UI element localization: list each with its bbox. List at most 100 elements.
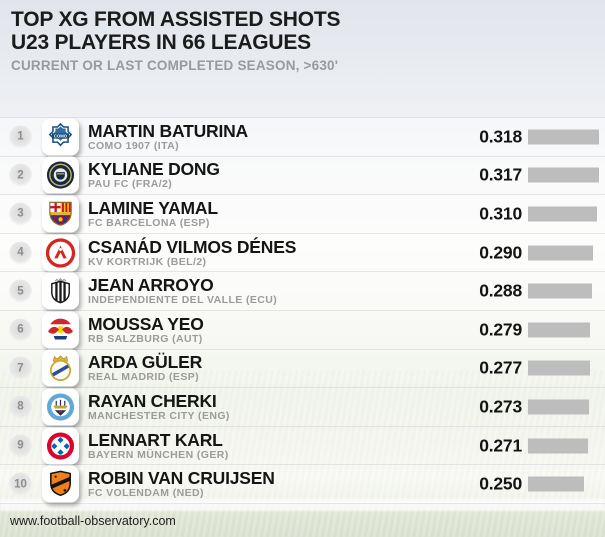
xg-value: 0.317 [479, 164, 522, 185]
club-crest-tile [42, 234, 79, 272]
xg-bar [528, 245, 593, 261]
rank-number: 8 [17, 400, 24, 413]
player-name: LAMINE YAMAL [88, 197, 218, 218]
player-info: MOUSSA YEO RB SALZBURG (AUT) [88, 315, 204, 345]
rank-number: 4 [17, 246, 24, 259]
club-crest-tile [42, 272, 79, 310]
website-url: www.football-observatory.com [10, 514, 176, 528]
xg-value: 0.318 [479, 126, 522, 147]
player-info: RAYAN CHERKI MANCHESTER CITY (ENG) [88, 392, 230, 422]
xg-value: 0.310 [479, 203, 522, 224]
club-crest-tile [42, 195, 79, 233]
table-row: 7 ARDA GÜLER REAL MADRID (ESP) 0.277 [0, 349, 605, 389]
player-club: INDEPENDIENTE DEL VALLE (ECU) [88, 294, 278, 307]
club-crest-tile [42, 388, 79, 426]
bayern-munchen-crest-icon [45, 430, 76, 461]
player-info: CSANÁD VILMOS DÉNES KV KORTRIJK (BEL/2) [88, 238, 296, 268]
rank-badge: 8 [9, 395, 32, 419]
page-subtitle: CURRENT OR LAST COMPLETED SEASON, >630' [11, 58, 339, 73]
rank-badge: 9 [9, 434, 32, 458]
xg-bar [528, 283, 592, 299]
player-club: FC BARCELONA (ESP) [88, 216, 210, 229]
page-title-line2: U23 PLAYERS IN 66 LEAGUES [11, 31, 311, 54]
kv-kortrijk-crest-icon [45, 237, 76, 268]
player-name: RAYAN CHERKI [88, 390, 217, 411]
manchester-city-crest-icon [45, 391, 76, 422]
player-info: MARTIN BATURINA COMO 1907 (ITA) [88, 122, 248, 152]
player-club: PAU FC (FRA/2) [88, 178, 173, 191]
xg-bar [528, 438, 588, 454]
player-info: LAMINE YAMAL FC BARCELONA (ESP) [88, 199, 218, 229]
pitch-white-line [0, 499, 605, 511]
header: TOP XG FROM ASSISTED SHOTS U23 PLAYERS I… [11, 8, 340, 73]
player-info: ARDA GÜLER REAL MADRID (ESP) [88, 353, 202, 383]
player-info: KYLIANE DONG PAU FC (FRA/2) [88, 160, 220, 190]
player-name: LENNART KARL [88, 429, 223, 450]
xg-value: 0.250 [479, 473, 522, 494]
rb-salzburg-crest-icon [45, 314, 76, 345]
player-club: RB SALZBURG (AUT) [88, 332, 203, 345]
xg-bar [528, 167, 599, 183]
rank-badge: 6 [9, 318, 32, 342]
page-title-line1: TOP XG FROM ASSISTED SHOTS [11, 8, 341, 31]
player-club: MANCHESTER CITY (ENG) [88, 409, 230, 422]
fc-volendam-crest-icon [45, 469, 76, 500]
pau-fc-crest-icon [45, 160, 76, 191]
rank-number: 9 [17, 439, 24, 452]
xg-value: 0.271 [479, 435, 522, 456]
player-club: COMO 1907 (ITA) [88, 139, 179, 152]
table-row: 10 ROBIN VAN CRUIJSEN FC VOLENDAM (NED) … [0, 465, 605, 504]
independiente-del-valle-crest-icon [45, 276, 76, 307]
club-crest-tile [42, 465, 79, 503]
rank-number: 7 [17, 362, 24, 375]
xg-bar [528, 322, 590, 338]
rank-number: 6 [17, 323, 24, 336]
xg-value: 0.273 [479, 396, 522, 417]
rank-badge: 10 [9, 472, 32, 496]
player-name: CSANÁD VILMOS DÉNES [88, 236, 297, 257]
rank-number: 5 [17, 285, 24, 298]
rank-badge: 2 [9, 163, 32, 187]
player-name: ARDA GÜLER [88, 352, 203, 373]
rank-number: 10 [14, 478, 27, 491]
player-name: MOUSSA YEO [88, 313, 204, 334]
ranking-list: 1 COMO MARTIN BATURINA COMO 1907 (ITA) 0… [0, 117, 605, 504]
club-crest-tile [42, 427, 79, 465]
rank-badge: 3 [9, 202, 32, 226]
xg-value: 0.277 [479, 357, 522, 378]
rank-badge: 7 [9, 356, 32, 380]
table-row: 8 RAYAN CHERKI MANCHESTER CITY (ENG) 0.2… [0, 388, 605, 427]
fc-barcelona-crest-icon [45, 198, 76, 229]
player-info: ROBIN VAN CRUIJSEN FC VOLENDAM (NED) [88, 469, 275, 499]
real-madrid-crest-icon [45, 353, 76, 384]
table-row: 9 LENNART KARL BAYERN MÜNCHEN (GER) 0.27… [0, 426, 605, 466]
player-info: LENNART KARL BAYERN MÜNCHEN (GER) [88, 431, 229, 461]
player-club: FC VOLENDAM (NED) [88, 487, 204, 500]
rank-number: 2 [17, 169, 24, 182]
player-name: KYLIANE DONG [88, 159, 220, 180]
rank-number: 1 [17, 130, 24, 143]
club-crest-tile [42, 311, 79, 349]
xg-value: 0.290 [479, 242, 522, 263]
xg-bar [528, 206, 597, 222]
xg-value: 0.279 [479, 319, 522, 340]
xg-bar [528, 129, 599, 145]
table-row: 2 KYLIANE DONG PAU FC (FRA/2) 0.317 [0, 156, 605, 196]
xg-bar [528, 476, 584, 492]
table-row: 4 CSANÁD VILMOS DÉNES KV KORTRIJK (BEL/2… [0, 233, 605, 273]
club-crest-tile [42, 349, 79, 387]
player-club: REAL MADRID (ESP) [88, 371, 200, 384]
player-info: JEAN ARROYO INDEPENDIENTE DEL VALLE (ECU… [88, 276, 277, 306]
xg-value: 0.288 [479, 280, 522, 301]
xg-bar [528, 399, 589, 415]
xg-bar [528, 360, 590, 376]
svg-text:COMO: COMO [54, 133, 68, 138]
table-row: 3 LAMINE YAMAL FC BARCELONA (ESP) 0.310 [0, 195, 605, 234]
player-club: BAYERN MÜNCHEN (GER) [88, 448, 229, 461]
rank-badge: 5 [9, 279, 32, 303]
rank-badge: 4 [9, 241, 32, 265]
table-row: 6 MOUSSA YEO RB SALZBURG (AUT) 0.279 [0, 310, 605, 350]
table-row: 5 JEAN ARROYO INDEPENDIENTE DEL VALLE (E… [0, 272, 605, 311]
rank-number: 3 [17, 207, 24, 220]
